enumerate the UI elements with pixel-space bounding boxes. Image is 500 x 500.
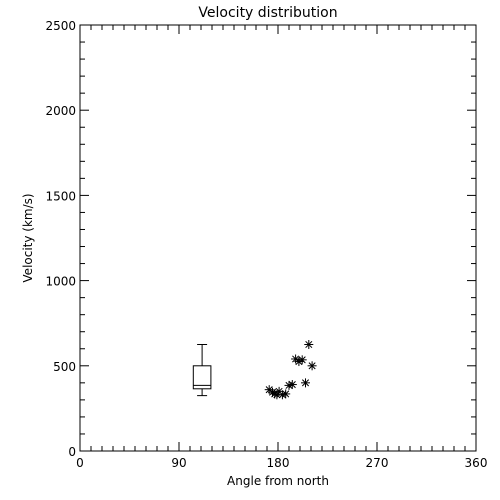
data-point <box>307 361 317 371</box>
x-tick-label: 90 <box>171 456 186 470</box>
x-tick-label: 360 <box>465 456 488 470</box>
y-tick-label: 0 <box>68 445 76 459</box>
y-axis: 0 500 1000 1500 2000 2500 <box>45 19 476 459</box>
data-point <box>287 380 297 390</box>
x-axis-label: Angle from north <box>227 474 329 488</box>
y-axis-label: Velocity (km/s) <box>21 193 35 282</box>
data-point <box>301 378 310 388</box>
x-tick-label: 270 <box>366 456 389 470</box>
boxplot <box>192 344 212 397</box>
data-point <box>284 380 294 390</box>
y-tick-label: 500 <box>53 360 76 374</box>
y-tick-label: 2500 <box>45 19 76 33</box>
y-tick-label: 1000 <box>45 275 76 289</box>
y-tick-label: 2000 <box>45 104 76 118</box>
x-axis: 0 90 180 270 360 <box>76 25 487 470</box>
scatter-series <box>264 340 317 400</box>
x-tick-label: 0 <box>76 456 84 470</box>
chart-title: Velocity distribution <box>198 5 337 21</box>
data-point <box>281 389 291 399</box>
data-point <box>304 340 314 349</box>
plot-frame <box>79 24 477 452</box>
data-point <box>297 355 307 365</box>
x-tick-label: 180 <box>267 456 290 470</box>
y-tick-label: 1500 <box>45 189 76 203</box>
